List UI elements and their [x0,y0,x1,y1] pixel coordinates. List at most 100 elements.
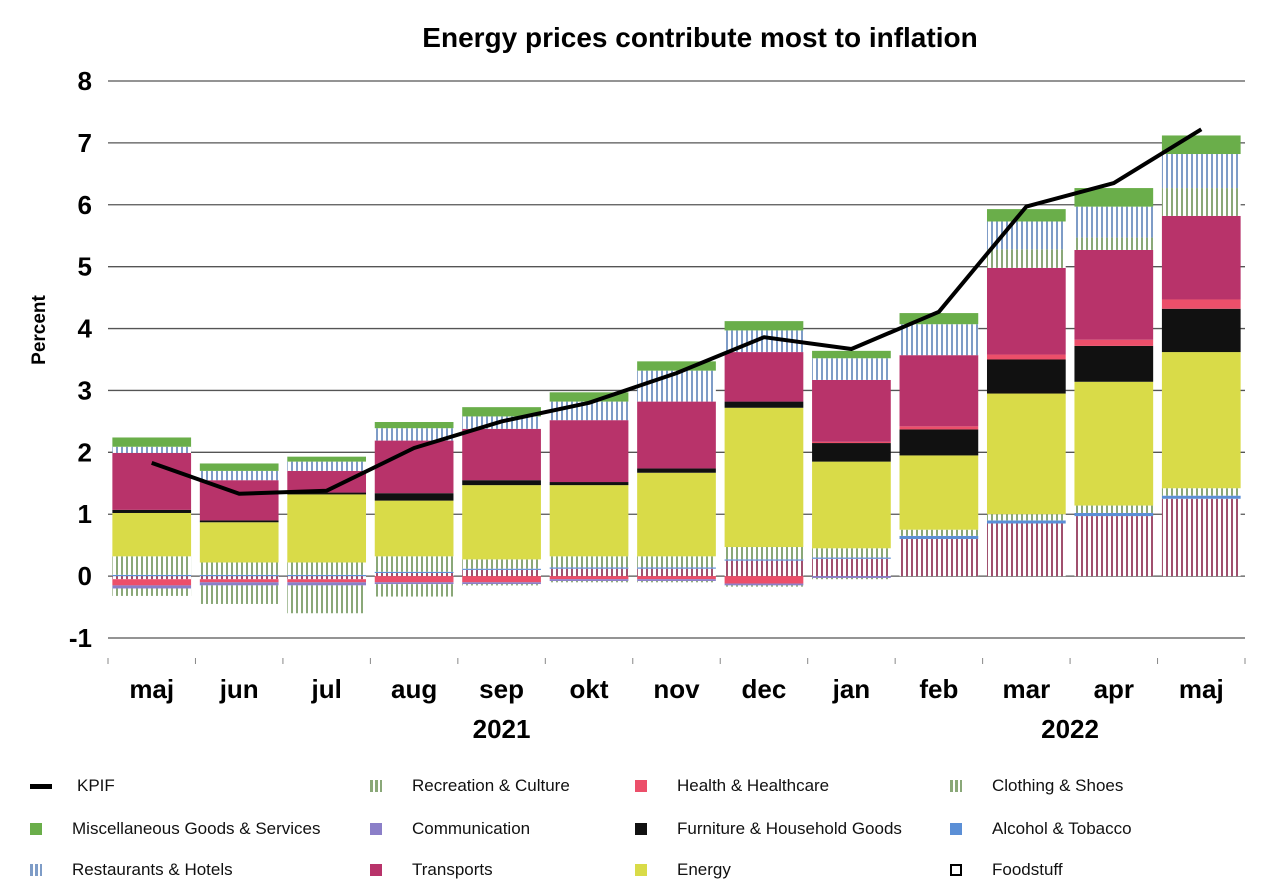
bar-segment [1074,188,1154,207]
bar-segment [199,470,279,481]
legend-item: Clothing & Shoes [950,776,1123,796]
legend-swatch [370,823,382,835]
bar-segment [287,470,367,493]
bar-segment [374,584,454,597]
bar-segment [724,547,804,560]
bar-segment [724,559,804,561]
bar-segment [899,538,979,577]
legend-item: Recreation & Culture [370,776,570,796]
bar-segment [812,358,891,380]
y-tick-label: -1 [69,623,92,653]
legend-swatch [30,864,42,876]
bar-segment [199,585,279,604]
bar-segment [812,548,891,558]
bar-segment [637,567,716,569]
bar-segment [549,482,629,486]
legend-item: Restaurants & Hotels [30,860,233,880]
y-tick-label: 1 [78,499,92,529]
bar-segment [549,392,629,402]
year-label: 2022 [1041,714,1099,744]
bar-segment [462,428,541,481]
bar-segment [199,579,279,583]
bar-segment [1161,495,1241,499]
bar-stack [637,361,716,583]
bar-segment [549,568,629,577]
chart-title: Energy prices contribute most to inflati… [422,22,977,53]
bar-segment [112,556,192,575]
bar-segment [986,354,1066,360]
bar-segment [724,401,804,408]
legend-item: KPIF [30,776,115,796]
legend-item: Health & Healthcare [635,776,829,796]
bar-segment [549,485,629,557]
bar-stack [1074,188,1154,577]
bar-segment [637,581,716,583]
bar-stack [462,407,541,586]
bar-segment [462,568,541,570]
legend-label: Miscellaneous Goods & Services [72,819,321,838]
legend-label: Alcohol & Tobacco [992,819,1132,838]
legend-item: Foodstuff [950,860,1063,880]
bar-segment [986,359,1066,394]
bar-segment [1074,206,1154,238]
legend-swatch [370,864,382,876]
bar-segment [1161,154,1241,189]
bar-segment [199,520,279,523]
bar-segment [986,523,1066,577]
x-tick-label: dec [742,674,787,704]
bar-segment [462,559,541,569]
bar-segment [287,576,367,580]
bar-segment [374,428,454,441]
bar-segment [986,520,1066,524]
x-tick-label: mar [1002,674,1050,704]
bar-segment [637,468,716,473]
bar-segment [1161,299,1241,309]
bar-segment [374,500,454,557]
bar-segment [1074,345,1154,382]
bar-segment [637,361,716,371]
bar-segment [462,582,541,585]
bar-segment [637,472,716,557]
bar-stack [287,456,367,614]
bar-segment [374,582,454,585]
bar-segment [287,492,367,495]
y-tick-label: 0 [78,561,92,591]
bar-segment [199,522,279,563]
bar-segment [812,577,891,580]
bar-segment [812,557,891,559]
legend-item: Alcohol & Tobacco [950,819,1132,839]
bar-segment [1074,512,1154,517]
bar-segment [1074,249,1154,340]
bar-segment [549,579,629,582]
x-tick-label: aug [391,674,437,704]
bar-stacks [112,135,1241,614]
bar-segment [1074,339,1154,346]
x-tick-label: maj [1179,674,1224,704]
bar-segment [812,350,891,359]
legend-swatch [370,780,382,792]
bar-segment [374,573,454,577]
bar-segment [287,456,367,462]
legend-label: Transports [412,860,493,879]
bar-segment [549,556,629,568]
legend-item: Furniture & Household Goods [635,819,902,839]
bar-segment [549,420,629,483]
legend-swatch [635,864,647,876]
bar-stack [724,321,804,587]
bar-segment [112,437,192,447]
bar-segment [724,321,804,331]
legend-label: Energy [677,860,731,879]
bar-segment [374,422,454,429]
bar-segment [199,582,279,586]
legend-swatch [635,823,647,835]
bar-segment [462,584,541,586]
x-tick-label: nov [653,674,700,704]
bar-segment [899,529,979,536]
bar-segment [812,461,891,549]
bar-segment [899,324,979,356]
bar-segment [287,574,367,577]
legend-label: Restaurants & Hotels [72,860,233,879]
bar-segment [899,429,979,456]
y-tick-label: 4 [78,314,93,344]
